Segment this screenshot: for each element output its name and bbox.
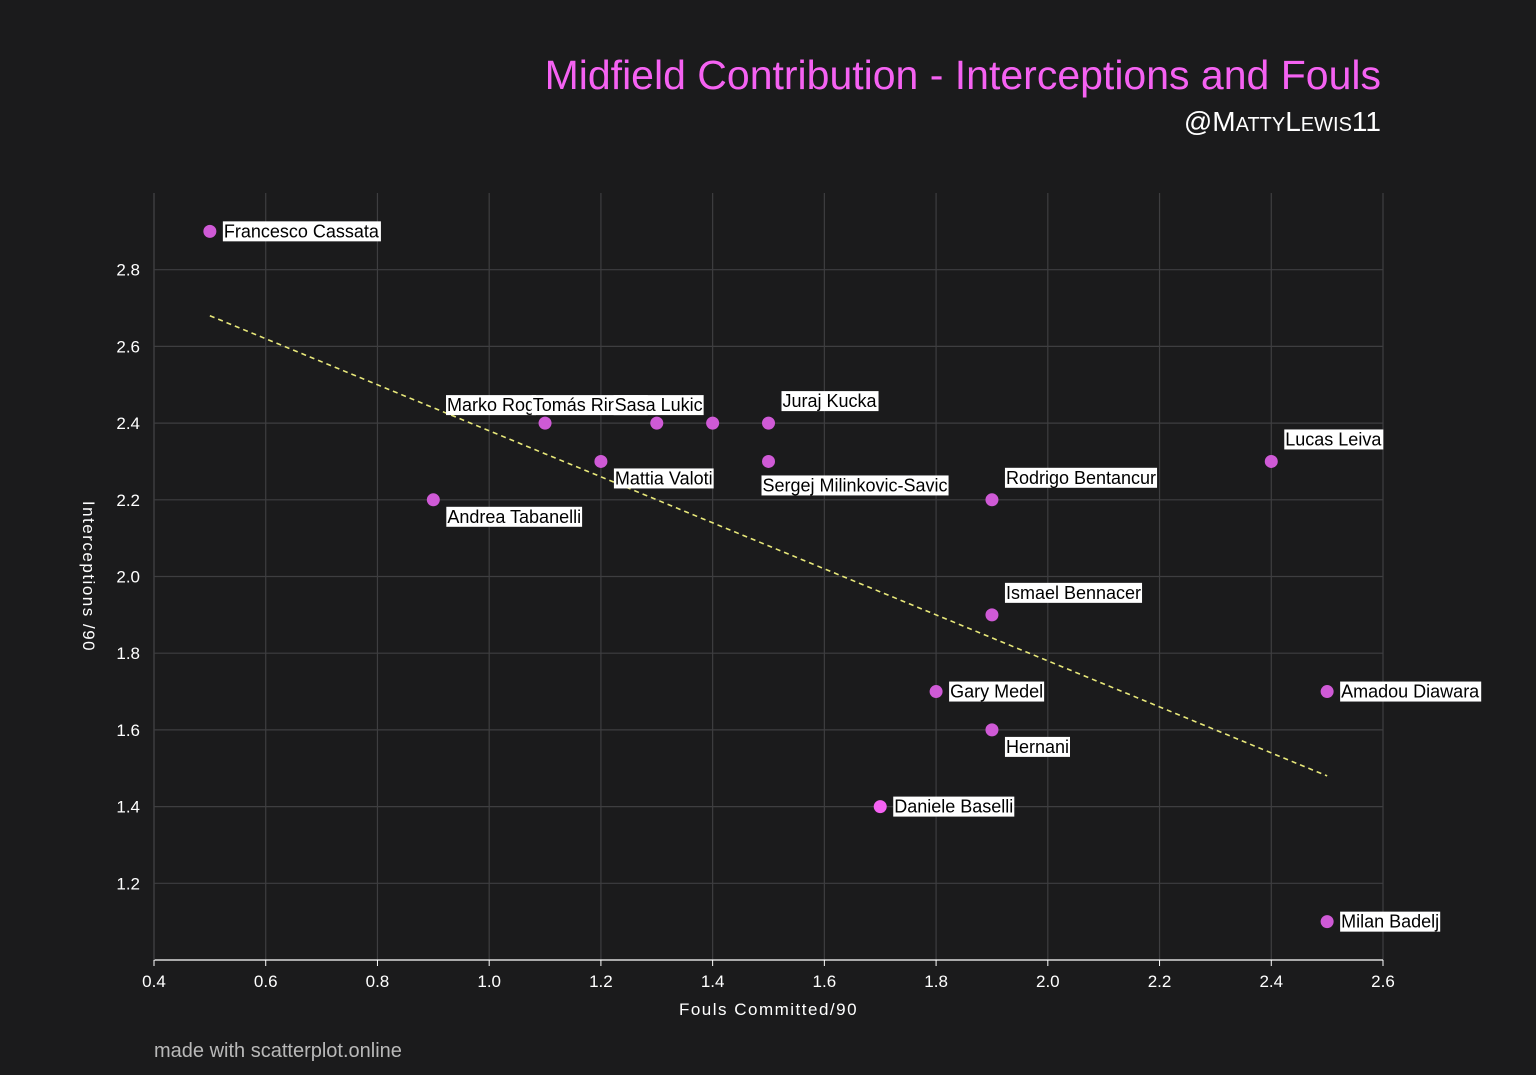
data-point (985, 608, 999, 622)
y-tick-label: 2.2 (116, 491, 140, 510)
point-label-text: Gary Medel (950, 682, 1043, 702)
data-point (1320, 915, 1334, 929)
point-label-background (781, 391, 879, 412)
data-point (985, 493, 999, 507)
x-tick-label: 1.4 (701, 972, 725, 991)
trendline-group (209, 314, 1328, 777)
point-label-text: Francesco Cassata (224, 221, 380, 241)
point-label: Milan Badelj (1340, 911, 1441, 932)
point-label: Daniele Baselli (893, 796, 1015, 817)
point-label-text: Andrea Tabanelli (447, 507, 581, 527)
x-tick-label: 0.8 (366, 972, 390, 991)
point-label-background (1004, 736, 1071, 757)
y-tick-label: 2.0 (116, 568, 140, 587)
point-label-background (613, 395, 704, 416)
point-label-background (1004, 582, 1143, 603)
chart-title: Midfield Contribution - Interceptions an… (544, 52, 1381, 98)
point-label: Rodrigo Bentancur (1004, 467, 1158, 488)
y-axis-title: Interceptions /90 (79, 501, 98, 652)
x-tick-label: 0.4 (142, 972, 166, 991)
point-label-text: Ismael Bennacer (1006, 583, 1141, 603)
point-label: Amadou Diawara (1340, 681, 1482, 702)
data-point (1264, 454, 1278, 468)
y-tick-label: 2.8 (116, 261, 140, 280)
data-point (706, 416, 720, 430)
point-label-text: Rodrigo Bentancur (1006, 468, 1156, 488)
x-axis-title: Fouls Committed/90 (679, 1000, 858, 1019)
x-tick-label: 1.6 (813, 972, 837, 991)
trendline (209, 314, 1328, 777)
point-label: Ismael Bennacer (1004, 582, 1143, 603)
x-tick-label: 0.6 (254, 972, 278, 991)
chart-subtitle: @MattyLewis11 (1183, 106, 1381, 137)
y-tick-label: 1.6 (116, 721, 140, 740)
point-label-text: Daniele Baselli (894, 797, 1013, 817)
y-tick-label: 2.6 (116, 337, 140, 356)
point-label-background (222, 221, 381, 242)
point-label-background (949, 681, 1045, 702)
data-point (873, 800, 887, 814)
point-label-text: Juraj Kucka (783, 391, 878, 411)
point-label-background (893, 796, 1015, 817)
x-tick-label: 2.2 (1148, 972, 1172, 991)
data-point (762, 416, 775, 430)
footer-credit: made with scatterplot.online (154, 1040, 402, 1062)
point-label-background (1284, 429, 1384, 450)
point-label-text: Mattia Valoti (615, 468, 713, 488)
point-label: Mattia Valoti (613, 468, 714, 489)
point-label: Sasa Lukic (613, 395, 704, 416)
data-points (203, 224, 1334, 929)
y-tick-label: 1.2 (116, 874, 140, 893)
point-label-background (613, 468, 714, 489)
point-label-text: Sasa Lukic (615, 395, 703, 415)
point-label-text: Sergej Milinkovic-Savic (763, 475, 948, 495)
x-tick-label: 2.0 (1036, 972, 1060, 991)
data-point (203, 224, 217, 238)
data-point (538, 416, 552, 430)
data-point (762, 454, 775, 468)
grid-lines (153, 193, 1384, 960)
point-label: Francesco Cassata (222, 221, 381, 242)
y-tick-label: 2.4 (116, 414, 140, 433)
point-label-text: Lucas Leiva (1285, 429, 1382, 449)
data-point (426, 493, 440, 507)
x-tick-label: 2.4 (1259, 972, 1283, 991)
point-label-text: Hernani (1006, 737, 1069, 757)
point-label-background (446, 395, 537, 416)
data-point (594, 454, 608, 468)
point-label: Sergej Milinkovic-Savic (761, 475, 949, 496)
point-label-text: Marko Rog (447, 395, 535, 415)
x-tick-label: 2.6 (1371, 972, 1395, 991)
point-label: Juraj Kucka (781, 391, 879, 412)
data-point (985, 723, 999, 737)
x-tick-label: 1.0 (477, 972, 501, 991)
point-label-background (446, 506, 583, 527)
axes: 0.4 0.6 0.8 1.0 1.2 1.4 1.6 1.8 2.0 2.2 2.4 2.6 1.2 1… (79, 193, 1395, 1019)
point-label-background (1340, 681, 1482, 702)
point-label-background (1004, 467, 1158, 488)
point-label: Lucas Leiva (1284, 429, 1384, 450)
point-label: Andrea Tabanelli (446, 506, 583, 527)
x-tick-label: 1.2 (589, 972, 613, 991)
y-tick-label: 1.8 (116, 644, 140, 663)
y-tick-label: 1.4 (116, 798, 140, 817)
x-tick-label: 1.8 (924, 972, 948, 991)
point-label-text: Amadou Diawara (1341, 682, 1480, 702)
point-label: Hernani (1004, 736, 1071, 757)
point-label: Marko Rog (446, 395, 537, 416)
point-label-text: Milan Badelj (1341, 912, 1439, 932)
data-point (650, 416, 664, 430)
data-point (929, 685, 943, 699)
point-label-background (761, 475, 949, 496)
data-point (1320, 685, 1334, 699)
point-label: Gary Medel (949, 681, 1045, 702)
point-label-background (1340, 911, 1441, 932)
